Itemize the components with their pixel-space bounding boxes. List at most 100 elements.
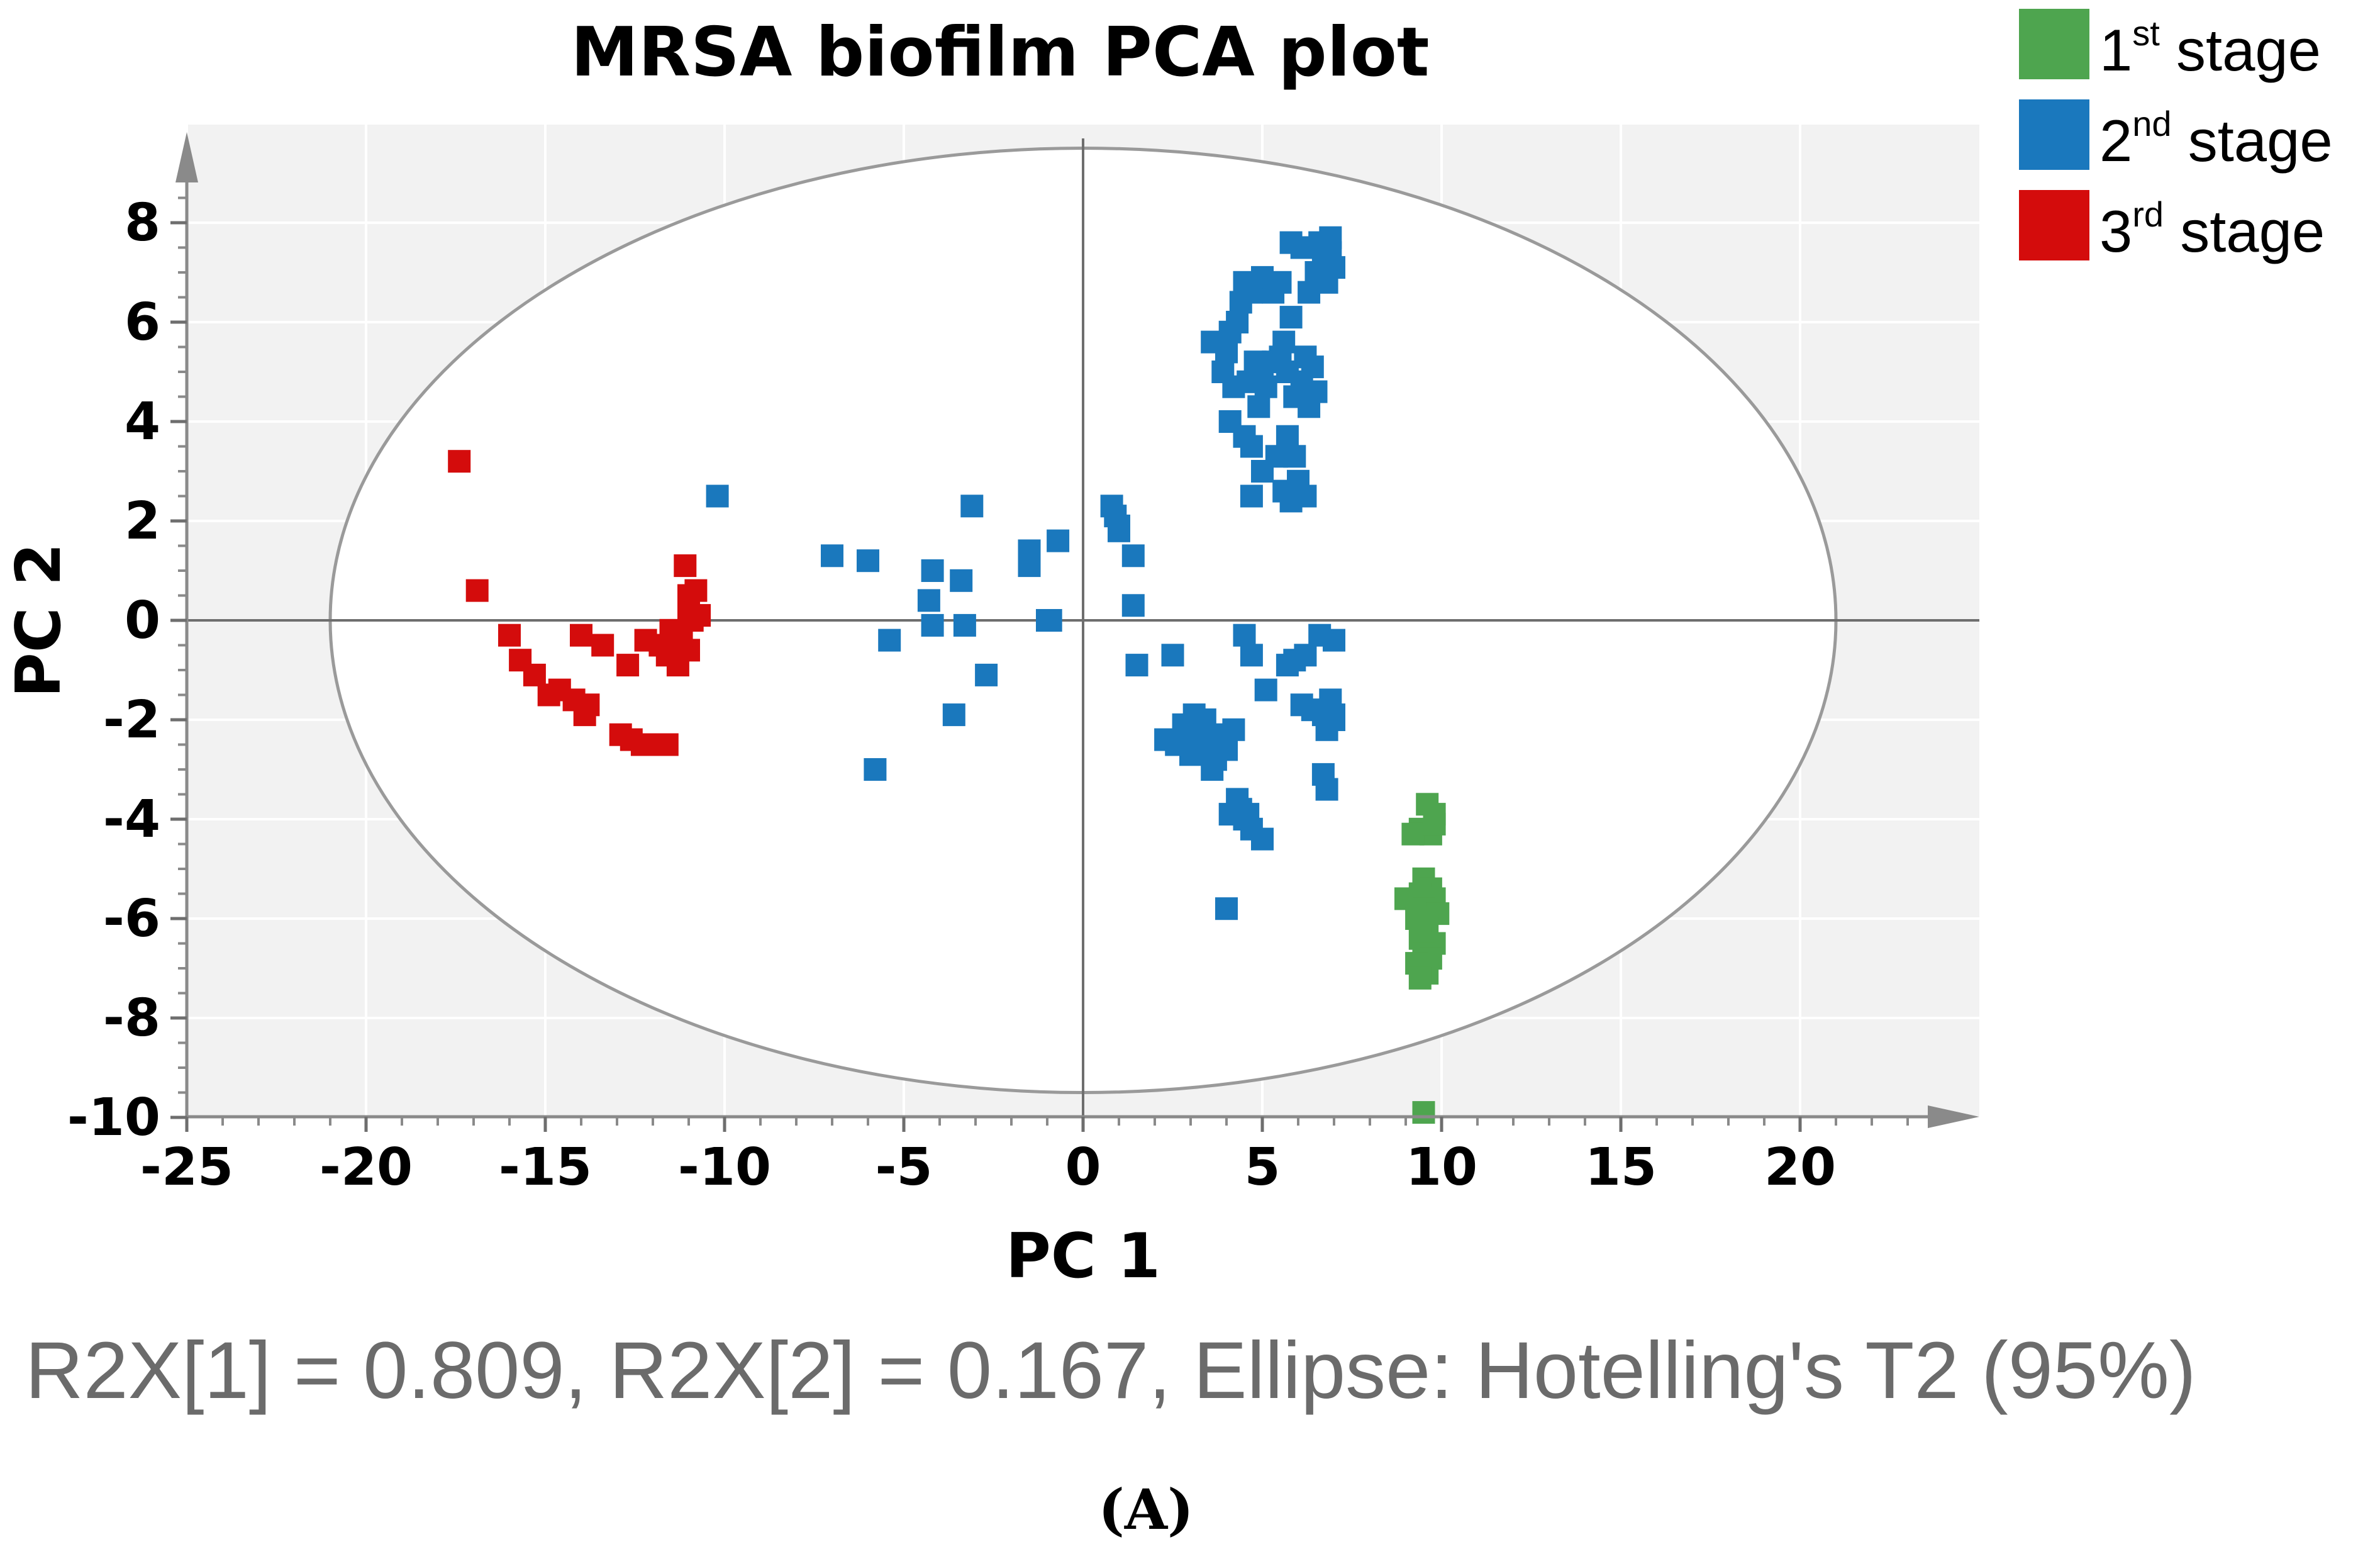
x-tick-label: 10 [1406,1138,1477,1197]
x-tick-label: -20 [320,1138,413,1197]
y-tick-label: 4 [125,392,160,452]
y-tick-label: 8 [125,193,160,253]
x-tick-label: -10 [678,1138,771,1197]
data-point-stage-2 [950,569,973,592]
data-point-stage-2 [1215,738,1238,761]
data-point-stage-2 [953,613,976,637]
panel-label: (A) [1098,1477,1194,1542]
data-point-stage-2 [1272,330,1296,354]
data-point-stage-2 [1215,340,1238,364]
data-point-stage-2 [975,663,998,686]
data-point-stage-3 [577,693,600,717]
data-point-stage-3 [570,624,592,647]
data-point-stage-2 [1298,395,1321,418]
data-point-stage-2 [1201,758,1224,781]
y-tick-label: -10 [67,1088,160,1148]
data-point-stage-2 [1233,271,1256,294]
data-point-stage-2 [1121,594,1145,617]
data-point-stage-2 [1279,306,1303,329]
data-point-stage-1 [1401,822,1425,846]
data-point-stage-2 [1218,410,1242,433]
data-point-stage-2 [1240,484,1263,508]
y-tick-label: -2 [103,690,160,750]
data-point-stage-2 [1323,708,1345,731]
data-point-stage-2 [1323,629,1345,652]
footnote-r2x: R2X[1] = 0.809, R2X[2] = 0.167, Ellipse:… [25,1326,2196,1416]
legend-label-stage-1: 1st stage [2099,13,2321,83]
data-point-stage-2 [1222,718,1245,741]
data-point-stage-2 [1018,554,1041,578]
data-point-stage-3 [688,604,711,627]
data-point-stage-2 [921,613,944,637]
data-point-stage-2 [1121,544,1145,568]
data-point-stage-2 [1323,256,1345,279]
data-point-stage-2 [1315,778,1338,801]
data-point-stage-2 [1125,654,1148,677]
legend-swatch-stage-2 [2019,99,2089,170]
data-point-stage-2 [878,629,901,652]
data-point-stage-2 [1319,226,1342,249]
data-point-stage-2 [1193,708,1216,731]
data-point-stage-1 [1412,1101,1435,1124]
data-point-stage-2 [857,549,879,573]
data-point-stage-2 [1039,609,1062,632]
data-point-stage-2 [1240,435,1263,458]
data-point-stage-3 [616,654,640,677]
data-point-stage-2 [917,589,940,612]
legend-label-stage-2: 2nd stage [2099,104,2333,174]
data-point-stage-2 [1237,803,1260,826]
x-tick-label: -25 [140,1138,233,1197]
data-point-stage-2 [1161,644,1184,667]
data-point-stage-2 [1226,311,1249,333]
data-point-stage-3 [655,733,679,756]
data-point-stage-2 [1276,425,1299,448]
data-point-stage-2 [1240,644,1263,667]
data-point-stage-2 [1254,375,1277,398]
data-point-stage-2 [706,484,729,508]
legend-label-stage-3: 3rd stage [2099,194,2325,264]
data-point-stage-2 [1215,897,1238,920]
y-tick-label: -6 [103,889,160,949]
data-point-stage-2 [864,758,887,781]
y-tick-label: 0 [125,591,160,651]
data-point-stage-2 [1247,395,1271,418]
x-tick-label: -5 [875,1138,932,1197]
data-point-stage-2 [960,495,984,518]
data-point-stage-2 [1294,644,1317,667]
data-point-stage-3 [498,624,521,647]
chart-title: MRSA biofilm PCA plot [570,13,1429,92]
data-point-stage-2 [1254,678,1277,702]
y-axis-label: PC 2 [3,543,75,698]
data-point-stage-2 [921,559,944,582]
data-point-stage-3 [523,663,546,686]
data-point-stage-3 [591,634,614,657]
data-point-stage-3 [448,450,471,473]
data-point-stage-2 [1047,529,1070,552]
x-tick-label: 15 [1585,1138,1657,1197]
x-tick-label: -15 [499,1138,592,1197]
y-axis-arrow-icon [175,132,198,182]
data-point-stage-2 [1283,445,1306,468]
x-tick-label: 0 [1065,1138,1101,1197]
data-point-stage-2 [1298,281,1321,304]
y-tick-label: -8 [103,988,160,1048]
data-point-stage-3 [674,554,697,578]
legend-swatch-stage-1 [2019,9,2089,79]
legend: 1st stage 2nd stage 3rd stage [2019,9,2333,264]
y-tick-label: 2 [125,491,160,551]
data-point-stage-3 [465,579,489,602]
data-point-stage-1 [1408,966,1432,990]
data-point-stage-2 [1301,355,1324,379]
x-tick-label: 5 [1244,1138,1280,1197]
data-point-stage-2 [1251,827,1274,851]
x-axis-label: PC 1 [1006,1221,1160,1292]
data-point-stage-2 [1108,519,1130,542]
data-point-stage-2 [1233,624,1256,647]
x-axis-arrow-icon [1928,1105,1979,1128]
data-point-stage-3 [684,579,708,602]
data-point-stage-2 [1294,484,1317,508]
data-point-stage-2 [1290,236,1313,259]
data-point-stage-2 [1269,271,1292,294]
